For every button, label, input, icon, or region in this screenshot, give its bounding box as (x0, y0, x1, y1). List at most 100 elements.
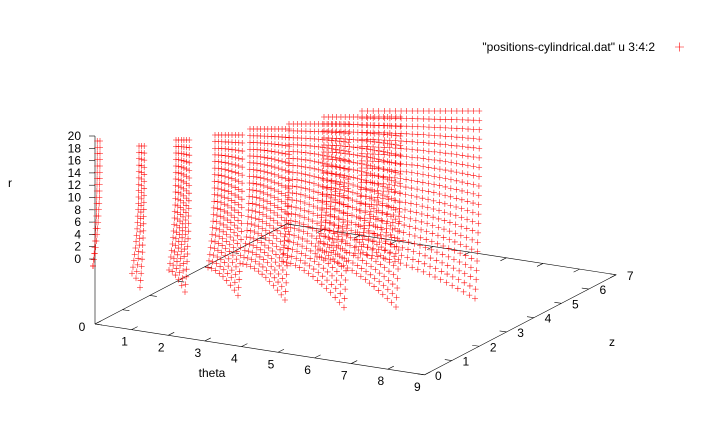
data-point-plus (452, 221, 459, 228)
data-point-plus (442, 167, 449, 174)
data-point-plus (276, 262, 283, 269)
data-point-plus (418, 226, 425, 233)
data-point-plus (453, 134, 460, 141)
data-point-plus (341, 179, 348, 186)
data-point-plus (409, 131, 416, 138)
data-point-plus (340, 228, 347, 235)
data-point-plus (395, 256, 402, 263)
data-point-plus (185, 228, 192, 235)
data-point-plus (395, 247, 402, 253)
data-point-plus (386, 250, 393, 257)
data-point-plus (137, 209, 144, 216)
data-point-plus (327, 211, 334, 218)
data-point-plus (305, 270, 312, 277)
data-point-plus (448, 125, 455, 132)
data-point-plus (407, 215, 414, 222)
data-point-plus (178, 184, 185, 191)
data-point-plus (172, 202, 179, 208)
data-point-plus (378, 217, 385, 224)
data-point-plus (347, 234, 354, 241)
data-point-plus (269, 240, 276, 247)
data-point-plus (291, 232, 298, 239)
data-point-plus (345, 195, 352, 202)
data-point-plus (371, 283, 378, 290)
data-point-plus (278, 206, 285, 213)
data-point-plus (140, 227, 147, 234)
data-point-plus (465, 126, 472, 133)
data-point-plus (228, 204, 235, 211)
data-point-plus (352, 221, 359, 228)
data-point-plus (249, 187, 256, 194)
data-point-plus (211, 245, 218, 252)
data-point-plus (396, 198, 403, 205)
data-point-plus (425, 132, 432, 139)
data-point-plus (171, 221, 178, 228)
data-point-plus (457, 241, 464, 248)
data-point-plus (388, 195, 395, 202)
data-point-plus (246, 180, 253, 186)
data-point-plus (416, 250, 423, 257)
data-point-plus (252, 258, 259, 265)
data-point-plus (343, 232, 350, 239)
data-point-plus (375, 246, 382, 253)
data-point-plus (384, 218, 391, 225)
data-point-plus (459, 116, 466, 123)
data-point-plus (413, 193, 420, 200)
data-point-plus (257, 181, 264, 188)
data-point-plus (257, 167, 264, 174)
data-point-plus (260, 175, 267, 182)
data-point-plus (286, 168, 293, 175)
data-point-plus (235, 147, 242, 154)
data-point-plus (228, 190, 235, 197)
data-point-plus (185, 205, 192, 212)
data-point-plus (386, 166, 393, 173)
data-point-plus (367, 215, 374, 222)
data-point-plus (411, 232, 418, 239)
data-point-plus (375, 164, 382, 171)
data-point-plus (180, 213, 187, 220)
data-point-plus (228, 274, 235, 281)
data-point-plus (225, 255, 232, 262)
data-point-plus (265, 252, 272, 259)
data-point-plus (375, 108, 382, 114)
data-point-plus (220, 273, 226, 280)
data-point-plus (392, 167, 399, 174)
data-point-plus (270, 232, 277, 239)
data-point-plus (215, 172, 222, 179)
data-point-plus (226, 248, 233, 255)
theta-tick (387, 365, 394, 370)
data-point-plus (459, 108, 466, 114)
data-point-plus (433, 249, 440, 256)
data-point-plus (93, 219, 100, 226)
data-point-plus (227, 233, 234, 240)
data-point-plus (380, 174, 387, 181)
data-point-plus (380, 140, 387, 147)
data-point-plus (294, 162, 301, 169)
data-point-plus (205, 264, 211, 271)
data-point-plus (138, 176, 145, 183)
data-point-plus (310, 210, 317, 217)
data-point-plus (281, 233, 288, 240)
data-point-plus (246, 193, 253, 200)
data-point-plus (307, 247, 314, 254)
data-point-plus (434, 240, 441, 247)
data-point-plus (238, 212, 245, 219)
data-point-plus (447, 193, 454, 200)
data-point-plus (437, 124, 444, 131)
data-point-plus (366, 222, 373, 229)
data-point-plus (470, 181, 477, 188)
data-point-plus (271, 202, 278, 209)
data-point-plus (301, 267, 308, 274)
data-point-plus (351, 244, 358, 251)
data-point-plus (373, 201, 380, 208)
data-point-plus (185, 213, 192, 219)
r-tick-label: 14 (68, 166, 82, 180)
data-point-plus (328, 198, 335, 205)
data-point-plus (283, 217, 290, 224)
data-point-plus (274, 219, 281, 226)
data-point-plus (223, 277, 230, 284)
data-point-plus (361, 225, 368, 232)
data-point-plus (453, 160, 460, 167)
data-point-plus (385, 188, 392, 195)
theta-tick-back (500, 257, 507, 262)
